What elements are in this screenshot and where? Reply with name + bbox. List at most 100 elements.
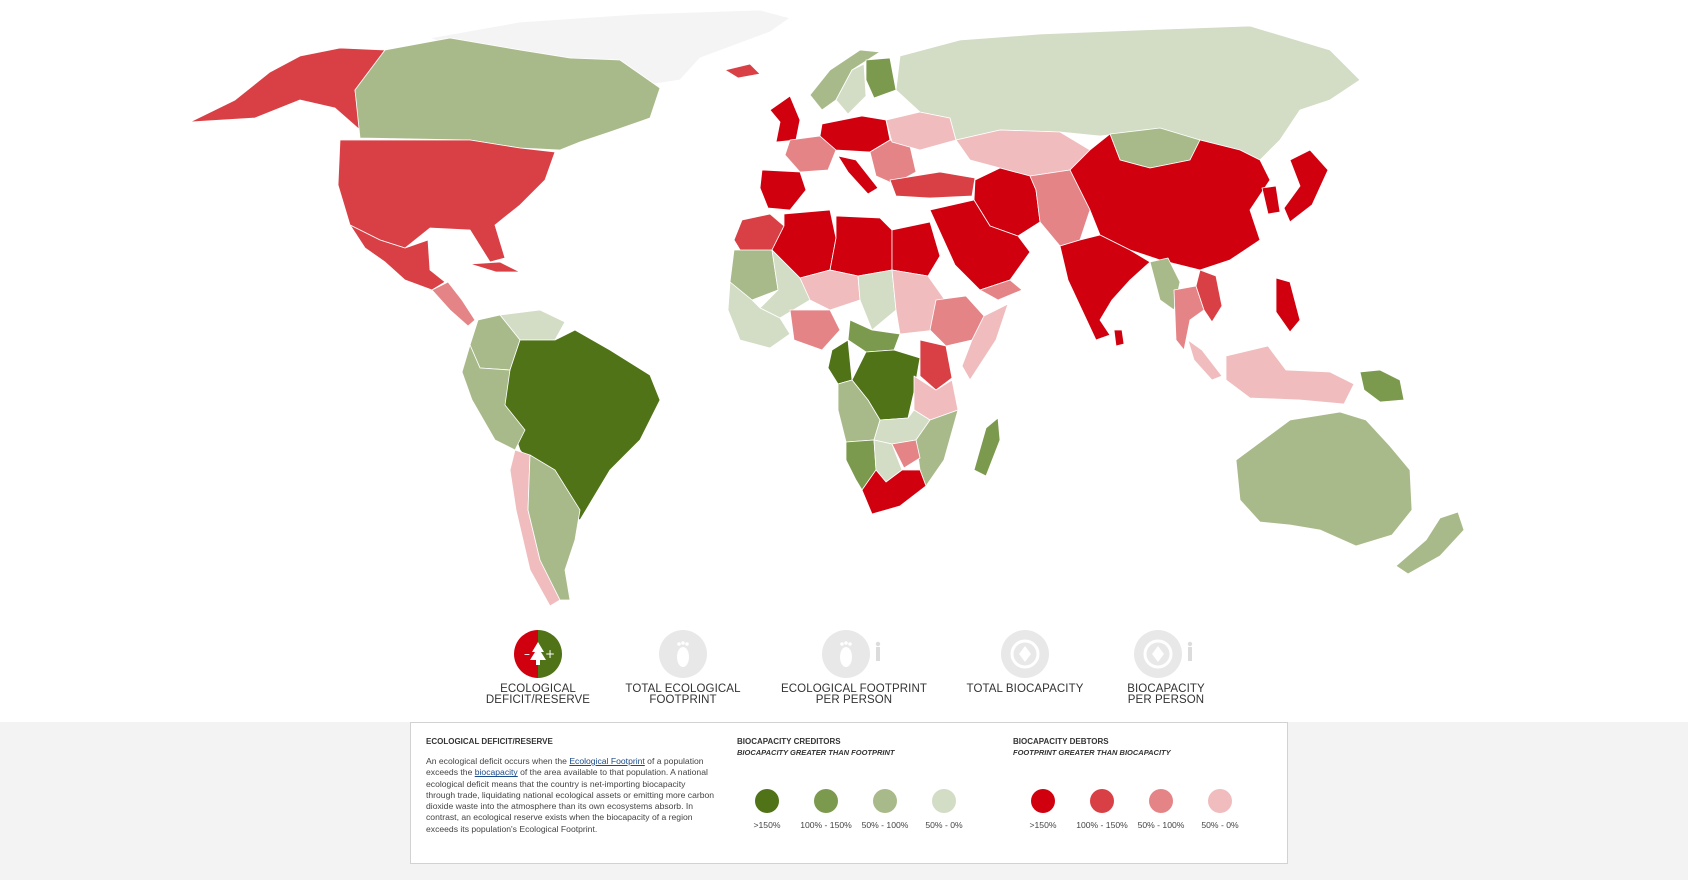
country-gabon[interactable] bbox=[827, 339, 853, 385]
legend-title: ECOLOGICAL DEFICIT/RESERVE bbox=[426, 737, 553, 746]
legend-description: ECOLOGICAL DEFICIT/RESERVE An ecological… bbox=[426, 737, 716, 835]
footprint-icon bbox=[659, 630, 707, 678]
country-iceland[interactable] bbox=[724, 63, 761, 79]
country-united-kingdom[interactable] bbox=[769, 95, 801, 143]
biocapacity-icon bbox=[1001, 630, 1049, 678]
swatch-label: 50% - 100% bbox=[1137, 820, 1185, 830]
country-canada[interactable] bbox=[354, 37, 661, 151]
country-vietnam[interactable] bbox=[1195, 269, 1223, 323]
country-mauritania[interactable] bbox=[729, 249, 779, 301]
legend-swatch-debtor-50-0: 50% - 0% bbox=[1190, 789, 1250, 830]
legend-swatch-creditor-50-0: 50% - 0% bbox=[914, 789, 974, 830]
mode-label-line2: FOOTPRINT bbox=[649, 694, 717, 706]
swatch-dot bbox=[1031, 789, 1055, 813]
country-korea[interactable] bbox=[1261, 185, 1281, 215]
swatch-dot bbox=[1149, 789, 1173, 813]
legend-swatch-debtor-100-150: 100% - 150% bbox=[1072, 789, 1132, 830]
legend-swatch-creditor-100-150: 100% - 150% bbox=[796, 789, 856, 830]
mode-total-ecological-footprint[interactable]: TOTAL ECOLOGICAL FOOTPRINT bbox=[603, 630, 763, 706]
country-finland[interactable] bbox=[865, 57, 897, 99]
mode-label-line1: ECOLOGICAL bbox=[500, 683, 576, 695]
mode-label-line1: BIOCAPACITY bbox=[1127, 683, 1205, 695]
country-kenya[interactable] bbox=[919, 339, 953, 391]
country-argentina[interactable] bbox=[527, 454, 581, 601]
desc-text-3: of the area available to that population… bbox=[426, 767, 715, 834]
deficit-reserve-icon: – + bbox=[514, 630, 562, 678]
country-zimbabwe[interactable] bbox=[891, 439, 921, 469]
swatch-label: 100% - 150% bbox=[800, 820, 852, 830]
mode-label-line2: DEFICIT/RESERVE bbox=[485, 694, 591, 706]
swatch-dot bbox=[1090, 789, 1114, 813]
map-mode-selector: – + ECOLOGICAL DEFICIT/RESERVE TOTAL ECOL… bbox=[0, 620, 1688, 720]
legend-description-text: An ecological deficit occurs when the Ec… bbox=[426, 756, 716, 835]
legend-swatch-creditor-gt150: >150% bbox=[737, 789, 797, 830]
swatch-dot bbox=[814, 789, 838, 813]
mode-total-biocapacity[interactable]: TOTAL BIOCAPACITY bbox=[945, 630, 1105, 695]
country-papua-new-guinea[interactable] bbox=[1359, 369, 1405, 403]
country-chad[interactable] bbox=[857, 269, 897, 331]
country-west-africa[interactable] bbox=[727, 281, 791, 349]
country-japan[interactable] bbox=[1283, 149, 1329, 223]
swatch-dot bbox=[1208, 789, 1232, 813]
mode-label-line2: PER PERSON bbox=[815, 694, 893, 706]
country-iberia[interactable] bbox=[759, 169, 807, 211]
country-philippines[interactable] bbox=[1275, 277, 1301, 333]
country-peru[interactable] bbox=[461, 344, 526, 451]
footprint-person-icon bbox=[822, 630, 881, 678]
legend-swatch-creditor-50-100: 50% - 100% bbox=[855, 789, 915, 830]
country-turkey[interactable] bbox=[889, 171, 976, 199]
legend-swatch-debtor-gt150: >150% bbox=[1013, 789, 1073, 830]
creditors-legend: BIOCAPACITY CREDITORS BIOCAPACITY GREATE… bbox=[737, 737, 963, 830]
country-madagascar[interactable] bbox=[973, 417, 1001, 477]
country-saudi-arabia[interactable] bbox=[929, 199, 1031, 291]
mode-label-line1: TOTAL ECOLOGICAL bbox=[625, 683, 741, 695]
debtors-legend: BIOCAPACITY DEBTORS FOOTPRINT GREATER TH… bbox=[1013, 737, 1239, 830]
mode-ecological-deficit-reserve[interactable]: – + ECOLOGICAL DEFICIT/RESERVE bbox=[458, 630, 618, 706]
country-sri-lanka[interactable] bbox=[1113, 329, 1125, 347]
swatch-dot bbox=[755, 789, 779, 813]
country-niger[interactable] bbox=[799, 269, 861, 311]
country-new-zealand[interactable] bbox=[1395, 511, 1465, 575]
swatch-label: >150% bbox=[1029, 820, 1057, 830]
world-map[interactable] bbox=[0, 0, 1688, 620]
mode-ecological-footprint-per-person[interactable]: ECOLOGICAL FOOTPRINT PER PERSON bbox=[774, 630, 934, 706]
swatch-dot bbox=[873, 789, 897, 813]
ecological-footprint-link[interactable]: Ecological Footprint bbox=[569, 756, 645, 766]
swatch-label: >150% bbox=[753, 820, 781, 830]
biocapacity-link[interactable]: biocapacity bbox=[474, 767, 518, 778]
country-italy[interactable] bbox=[837, 155, 879, 195]
country-egypt[interactable] bbox=[891, 221, 941, 277]
mode-label-line2: PER PERSON bbox=[1127, 694, 1205, 706]
biocapacity-person-icon bbox=[1134, 630, 1193, 678]
creditors-subtitle: BIOCAPACITY GREATER THAN FOOTPRINT bbox=[737, 748, 895, 757]
mode-biocapacity-per-person[interactable]: BIOCAPACITY PER PERSON bbox=[1086, 630, 1246, 706]
desc-text-2: of a population exceeds the bbox=[426, 756, 704, 778]
country-malaysia[interactable] bbox=[1187, 339, 1223, 381]
country-somalia[interactable] bbox=[961, 303, 1009, 381]
legend-panel: ECOLOGICAL DEFICIT/RESERVE An ecological… bbox=[410, 722, 1288, 864]
country-libya[interactable] bbox=[829, 215, 893, 277]
swatch-label: 50% - 0% bbox=[925, 820, 963, 830]
country-cuba[interactable] bbox=[469, 261, 521, 273]
swatch-label: 50% - 0% bbox=[1201, 820, 1239, 830]
swatch-label: 100% - 150% bbox=[1076, 820, 1128, 830]
country-yemen[interactable] bbox=[979, 279, 1023, 301]
country-australia[interactable] bbox=[1235, 411, 1413, 547]
country-kazakhstan[interactable] bbox=[955, 129, 1091, 177]
debtors-subtitle: FOOTPRINT GREATER THAN BIOCAPACITY bbox=[1013, 748, 1171, 757]
swatch-label: 50% - 100% bbox=[861, 820, 909, 830]
country-mexico[interactable] bbox=[349, 224, 446, 291]
swatch-dot bbox=[932, 789, 956, 813]
creditors-title: BIOCAPACITY CREDITORS bbox=[737, 737, 841, 746]
country-india[interactable] bbox=[1059, 234, 1151, 341]
debtors-title: BIOCAPACITY DEBTORS bbox=[1013, 737, 1109, 746]
country-eastern-europe[interactable] bbox=[869, 139, 917, 185]
country-indonesia[interactable] bbox=[1225, 345, 1355, 405]
country-south-africa[interactable] bbox=[861, 469, 927, 515]
country-nigeria[interactable] bbox=[789, 309, 841, 351]
country-sweden[interactable] bbox=[835, 63, 867, 115]
mode-label-line1: ECOLOGICAL FOOTPRINT bbox=[781, 683, 927, 695]
svg-text:+: + bbox=[545, 647, 555, 661]
mode-label-line1: TOTAL BIOCAPACITY bbox=[966, 683, 1084, 695]
country-central-america[interactable] bbox=[431, 281, 476, 327]
